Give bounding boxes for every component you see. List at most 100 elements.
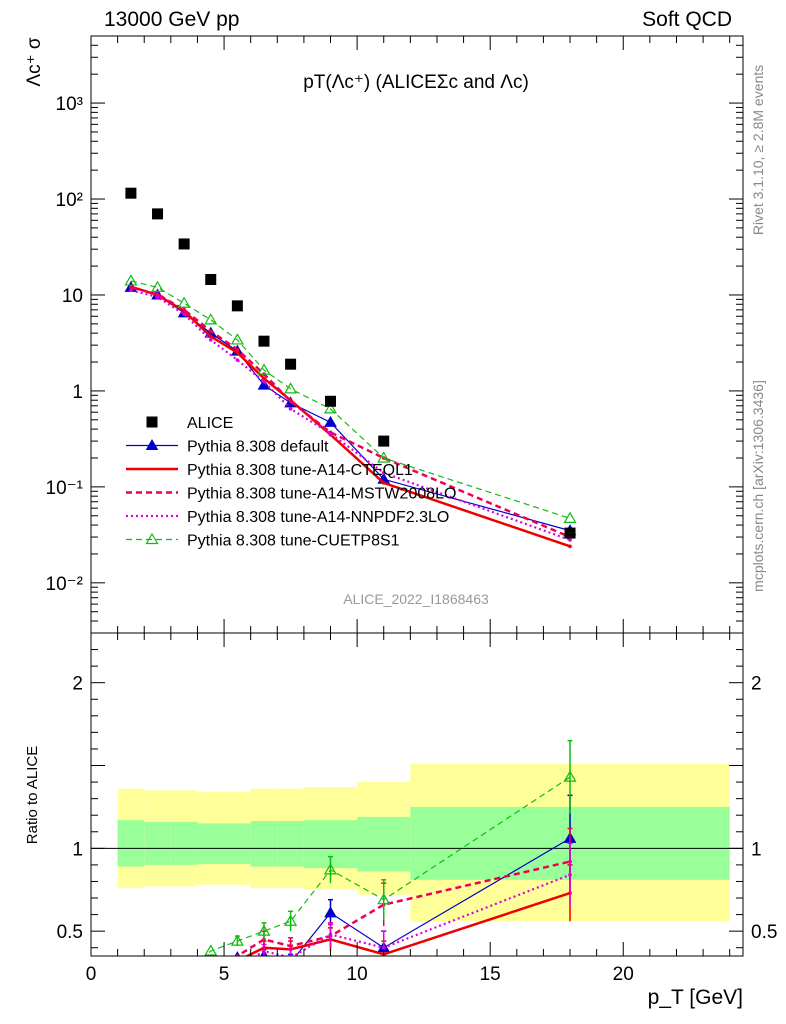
ratio-point-default-2 [179, 977, 190, 987]
y-tick-label-2: 1 [72, 382, 83, 403]
point-CUETP8S1-0 [124, 274, 138, 286]
alice-point-9 [564, 527, 576, 539]
y-tick-label-3: 10 [62, 286, 83, 307]
ratio-point-default-3 [205, 962, 216, 972]
alice-point-5 [258, 335, 270, 347]
point-default-7 [324, 415, 337, 427]
ratio-bands [91, 763, 743, 922]
header-right: Soft QCD [642, 8, 732, 31]
band-inner-3 [197, 823, 225, 865]
ratio-frame [90, 632, 744, 957]
ratio-y-tick-right-0: 0.5 [751, 922, 777, 943]
ratio-line-default [254, 837, 571, 956]
point-A14-NNPDF2.3LO-1 [155, 295, 160, 299]
legend-entry-3: Pythia 8.308 tune-A14-MSTW2008LO [187, 486, 456, 503]
ratio-line-A14-MSTW2008LO [233, 860, 571, 956]
alice-point-1 [152, 208, 164, 220]
point-A14-MSTW2008LO-2 [182, 308, 186, 312]
point-A14-NNPDF2.3LO-8 [381, 471, 386, 475]
point-CUETP8S1-9 [563, 511, 577, 523]
ratio-point-CUETP8S1-9 [563, 770, 577, 782]
point-A14-NNPDF2.3LO-4 [235, 358, 240, 362]
point-A14-NNPDF2.3LO-3 [208, 338, 213, 342]
alice-point-2 [178, 238, 190, 250]
ratio-point-default-7 [324, 906, 337, 918]
legend-entry-1: Pythia 8.308 default [187, 439, 329, 456]
ratio-point-A14-CTEQL1-0 [129, 996, 133, 1000]
alice-point-6 [285, 358, 297, 370]
band-inner-1 [144, 821, 171, 865]
point-A14-MSTW2008LO-3 [208, 329, 213, 333]
x-tick-label-1: 5 [219, 964, 230, 985]
ratio-y-tick-right-2: 2 [751, 674, 762, 695]
alice-point-8 [378, 435, 390, 447]
x-axis-label: p_T [GeV] [648, 986, 743, 1009]
ratio-point-A14-NNPDF2.3LO-5 [262, 949, 266, 953]
ratio-point-A14-NNPDF2.3LO-8 [381, 945, 386, 950]
ratio-y-tick-left-0: 0.5 [57, 922, 83, 943]
legend-entry-4: Pythia 8.308 tune-A14-NNPDF2.3LO [187, 509, 449, 526]
point-CUETP8S1-8 [377, 451, 391, 463]
ratio-point-A14-MSTW2008LO-2 [182, 979, 186, 983]
ratio-point-A14-MSTW2008LO-0 [129, 996, 133, 1000]
legend-marker-5 [145, 532, 159, 545]
point-A14-MSTW2008LO-4 [235, 347, 240, 352]
ratio-point-CUETP8S1-2 [179, 969, 190, 979]
mcplots-label: mcplots.cern.ch [arXiv:1306.3436] [750, 380, 766, 592]
ratio-y-tick-left-1: 1 [72, 839, 83, 860]
point-A14-NNPDF2.3LO-7 [328, 431, 333, 436]
main-plot [124, 187, 577, 549]
ratio-point-A14-CTEQL1-3 [209, 969, 213, 973]
ratio-point-CUETP8S1-4 [230, 934, 244, 946]
ratio-point-A14-NNPDF2.3LO-2 [182, 982, 186, 986]
alice-point-0 [125, 187, 137, 199]
band-inner-5 [250, 821, 278, 867]
ratio-point-A14-NNPDF2.3LO-1 [156, 991, 160, 995]
ratio-y-tick-left-2: 2 [72, 674, 83, 695]
ratio-point-A14-CTEQL1-1 [156, 989, 160, 993]
ratio-point-default-6 [285, 957, 296, 967]
point-A14-NNPDF2.3LO-2 [182, 312, 186, 317]
point-A14-MSTW2008LO-1 [155, 292, 160, 296]
ratio-point-A14-CTEQL1-4 [236, 959, 240, 963]
ratio-point-CUETP8S1-1 [152, 980, 163, 990]
x-tick-label-3: 15 [480, 964, 501, 985]
legend-entry-5: Pythia 8.308 tune-CUETP8S1 [187, 533, 400, 550]
ratio-point-A14-NNPDF2.3LO-0 [129, 996, 133, 1000]
y-tick-label-4: 10² [56, 190, 83, 211]
point-CUETP8S1-1 [150, 280, 165, 292]
ratio-y-axis-label: Ratio to ALICE [24, 746, 41, 844]
ratio-point-CUETP8S1-7 [323, 863, 338, 875]
rivet-version-label: Rivet 3.1.10, ≥ 2.8M events [750, 65, 766, 235]
ratio-point-A14-CTEQL1-2 [182, 981, 186, 985]
point-A14-CTEQL1-5 [262, 376, 266, 381]
point-A14-NNPDF2.3LO-6 [288, 407, 293, 411]
legend-entry-0: ALICE [187, 415, 233, 432]
point-CUETP8S1-7 [323, 402, 338, 414]
y-tick-label-1: 10⁻¹ [46, 478, 84, 499]
legend: ALICE Pythia 8.308 default Pythia 8.308 tu… [126, 415, 456, 550]
legend-marker-1 [145, 439, 159, 450]
ratio-point-CUETP8S1-0 [125, 989, 136, 999]
point-CUETP8S1-6 [284, 382, 298, 394]
point-A14-CTEQL1-8 [381, 481, 386, 485]
point-A14-NNPDF2.3LO-0 [129, 288, 133, 293]
ratio-point-default-4 [234, 951, 241, 956]
point-A14-CTEQL1-4 [235, 350, 240, 355]
ratio-line-CUETP8S1 [204, 776, 571, 956]
point-A14-MSTW2008LO-6 [288, 399, 293, 404]
legend-marker-0 [146, 416, 158, 428]
point-CUETP8S1-4 [230, 333, 244, 345]
ratio-point-A14-MSTW2008LO-1 [156, 989, 160, 993]
alice-point-7 [325, 395, 337, 407]
y-tick-label-0: 10⁻² [46, 574, 84, 595]
ratio-point-A14-NNPDF2.3LO-9 [568, 873, 572, 877]
point-CUETP8S1-5 [257, 363, 271, 375]
plot-title: pT(Λc⁺) (ALICEΣc and Λc) [303, 72, 529, 93]
point-default-5 [257, 378, 271, 390]
x-tick-label-4: 20 [613, 964, 634, 985]
ratio-point-default-1 [152, 985, 163, 995]
band-inner-6 [277, 821, 304, 867]
ratio-point-default-0 [125, 992, 136, 1002]
band-inner-0 [117, 820, 145, 867]
